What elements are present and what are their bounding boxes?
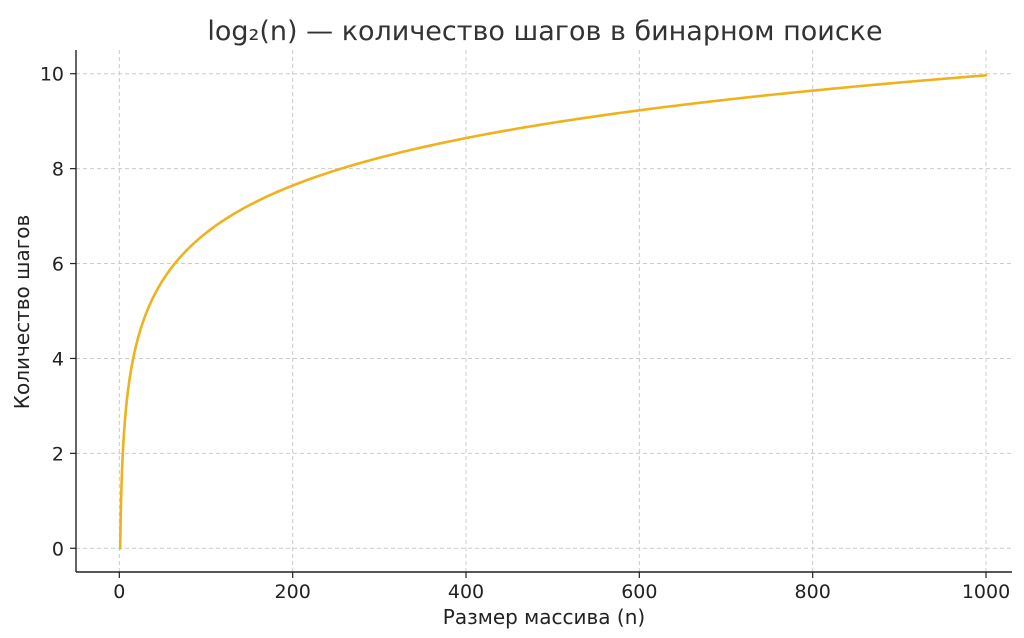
y-axis-label: Количество шагов [10,215,34,409]
y-tick-label: 4 [52,348,64,370]
y-tick-label: 8 [52,159,64,181]
axes [75,50,1012,573]
y-tick-label: 0 [52,538,64,560]
series-layer [118,74,988,550]
chart-title: log₂(n) — количество шагов в бинарном по… [207,16,882,47]
y-tick-label: 6 [52,254,64,276]
x-tick-label: 600 [621,581,657,603]
y-tick-label: 2 [52,443,64,465]
x-tick-label: 400 [448,581,484,603]
x-axis-label: Размер массива (n) [443,605,645,629]
x-tick-label: 800 [795,581,831,603]
ticks: 0 200 400 600 800 1000 0 2 4 6 8 10 [40,64,1010,603]
y-tick-label: 10 [40,64,64,86]
x-tick-label: 200 [275,581,311,603]
x-tick-label: 0 [113,581,125,603]
x-tick-label: 1000 [962,581,1010,603]
series-line [118,74,988,550]
grid [76,50,1012,572]
